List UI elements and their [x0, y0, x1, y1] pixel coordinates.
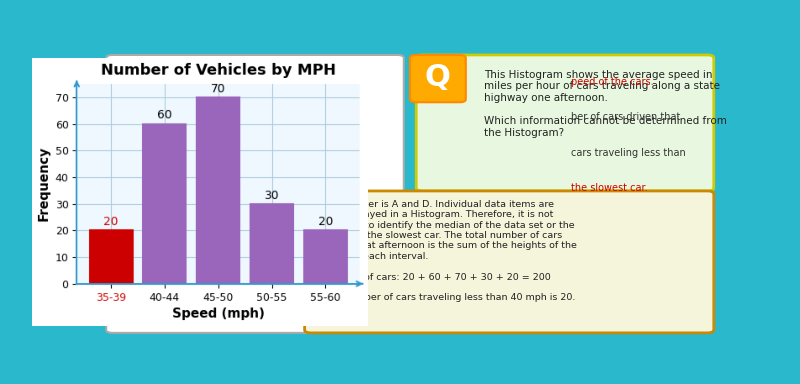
- FancyBboxPatch shape: [416, 55, 714, 191]
- FancyBboxPatch shape: [106, 55, 404, 333]
- FancyBboxPatch shape: [410, 55, 466, 102]
- Text: Q: Q: [425, 63, 451, 92]
- Text: peed of the cars.: peed of the cars.: [571, 76, 654, 86]
- Text: The answer is A and D. Individual data items are
not displayed in a Histogram. T: The answer is A and D. Individual data i…: [323, 200, 577, 303]
- FancyBboxPatch shape: [305, 191, 714, 333]
- Text: cars traveling less than: cars traveling less than: [571, 147, 686, 157]
- Text: the slowest car.: the slowest car.: [571, 183, 648, 193]
- Text: ber of cars driven that: ber of cars driven that: [571, 112, 681, 122]
- Text: This Histogram shows the average speed in
miles per hour of cars traveling along: This Histogram shows the average speed i…: [485, 70, 727, 138]
